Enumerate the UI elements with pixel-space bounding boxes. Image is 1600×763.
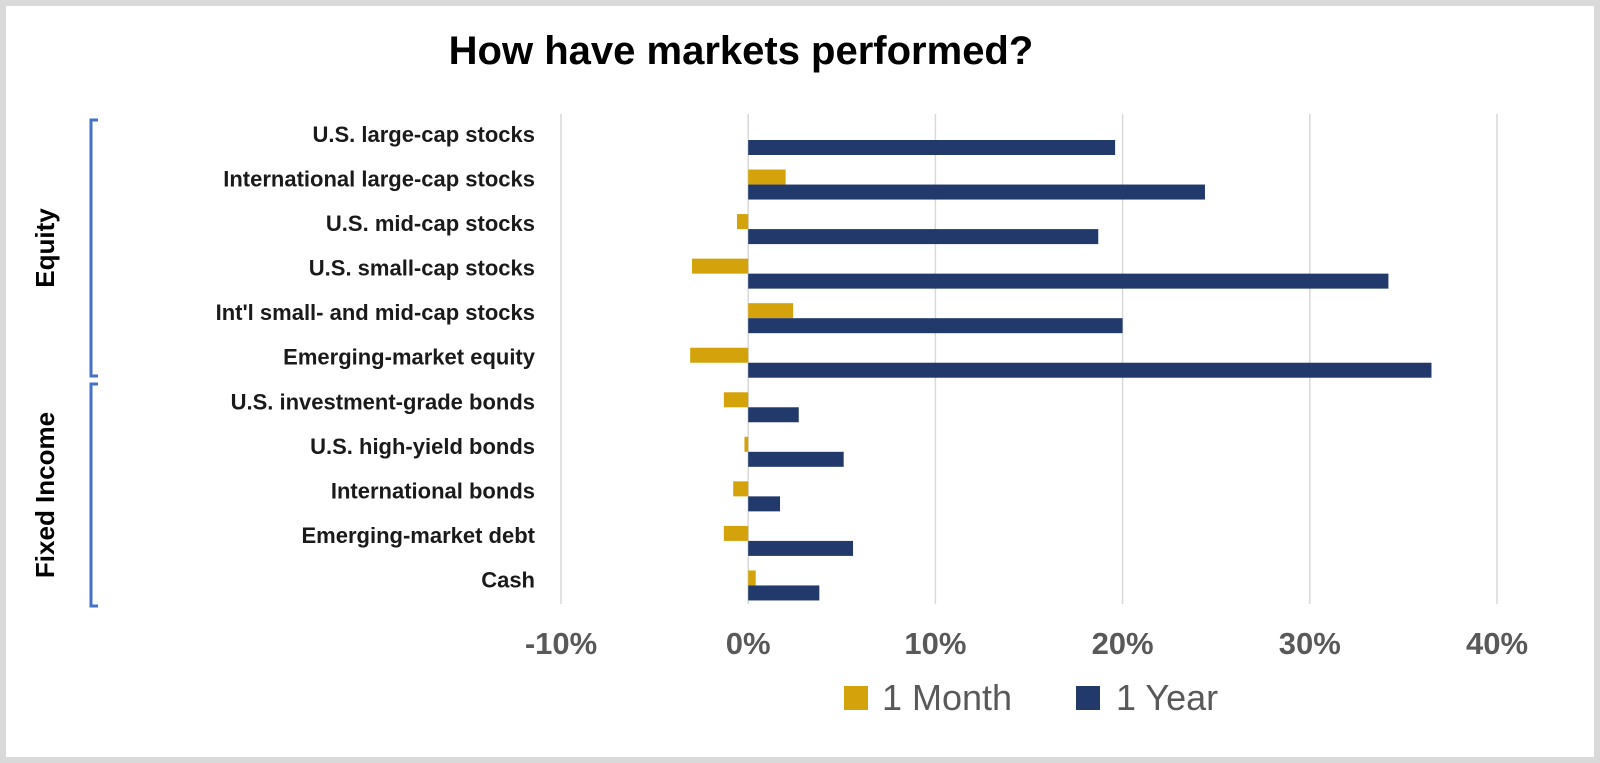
category-label-7: U.S. high-yield bonds [310,434,535,459]
legend-label-1: 1 Year [1116,677,1218,718]
bar-one-month-1 [748,169,786,185]
bar-one-year-9 [748,540,854,556]
bar-one-year-1 [748,184,1205,200]
bar-one-year-8 [748,496,781,512]
legend-swatch-0 [844,686,868,710]
legend-label-0: 1 Month [882,677,1012,718]
legend-swatch-1 [1076,686,1100,710]
x-tick-label-4: 30% [1279,626,1341,661]
x-tick-label-1: 0% [726,626,771,661]
bar-one-year-10 [748,585,820,601]
bar-chart: U.S. large-cap stocks International large… [30,29,1528,718]
bar-one-month-2 [736,214,749,230]
category-label-9: Emerging-market debt [302,523,536,548]
category-label-8: International bonds [331,478,535,503]
bar-one-month-6 [723,392,749,408]
bar-one-year-0 [748,140,1116,155]
bar-one-month-8 [733,481,749,497]
bar-one-year-4 [748,318,1123,334]
bar-one-month-9 [723,525,749,541]
x-tick-label-5: 40% [1466,626,1528,661]
x-tick-label-2: 10% [904,626,966,661]
category-label-6: U.S. investment-grade bonds [231,389,535,414]
group-label-0: Equity [30,208,60,288]
bars [690,140,1432,601]
category-label-5: Emerging-market equity [283,345,536,370]
category-label-3: U.S. small-cap stocks [309,256,535,281]
group-bracket-0 [89,118,98,378]
bar-one-month-5 [690,347,749,363]
category-labels: U.S. large-cap stocks International large… [216,122,536,592]
group-brackets: Equity Fixed Income [30,118,98,608]
bar-one-month-3 [692,258,749,274]
legend: 1 Month 1 Year [844,677,1218,718]
category-label-0: U.S. large-cap stocks [312,122,535,147]
bar-one-year-3 [748,273,1389,289]
bar-one-year-7 [748,451,844,467]
x-axis-tick-labels: -10% 0% 10% 20% 30% 40% [525,626,1528,661]
chart-frame: U.S. large-cap stocks International large… [6,6,1594,757]
category-label-1: International large-cap stocks [223,167,535,192]
x-tick-label-3: 20% [1092,626,1154,661]
category-label-4: Int'l small- and mid-cap stocks [216,300,535,325]
group-label-1: Fixed Income [30,412,60,578]
bar-one-year-6 [748,407,799,423]
group-bracket-1 [89,382,98,608]
chart-title: How have markets performed? [449,29,1034,73]
x-tick-label-0: -10% [525,626,597,661]
category-label-10: Cash [481,567,535,592]
bar-one-month-10 [748,570,756,586]
bar-one-year-5 [748,362,1432,378]
bar-one-month-4 [748,303,794,319]
bar-one-month-7 [744,436,749,452]
bar-one-year-2 [748,229,1099,245]
category-label-2: U.S. mid-cap stocks [326,211,535,236]
